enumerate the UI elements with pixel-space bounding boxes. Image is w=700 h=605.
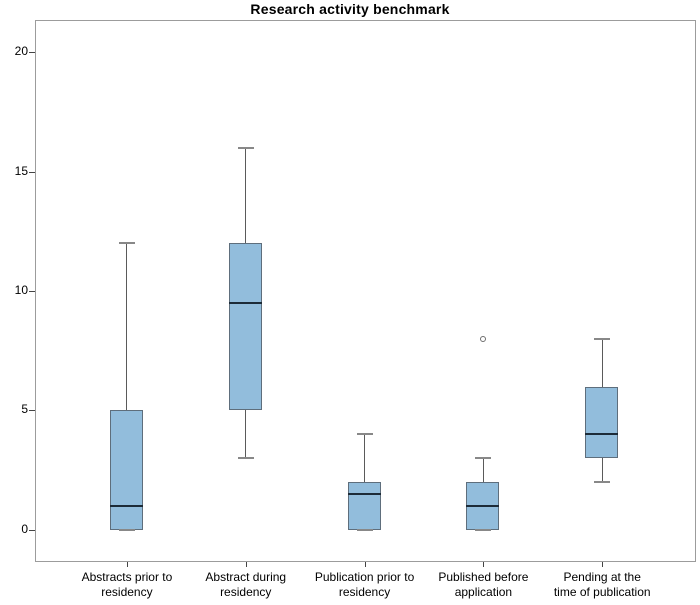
whisker-cap-max xyxy=(594,337,611,340)
x-axis-tick-label-line: Pending at the xyxy=(563,570,641,584)
x-axis-tick-mark xyxy=(126,562,128,567)
whisker-upper xyxy=(601,338,603,387)
x-axis-tick-mark xyxy=(364,562,366,567)
x-axis-tick-mark xyxy=(483,562,485,567)
x-axis-tick-mark xyxy=(602,562,604,567)
whisker-upper xyxy=(245,147,247,244)
x-axis-tick-label-line: Publication prior to xyxy=(314,570,415,584)
x-axis-tick-label-line: Abstract during xyxy=(205,570,287,584)
whisker-cap-max xyxy=(237,146,254,149)
iqr-box xyxy=(347,482,381,530)
y-axis-tick-mark xyxy=(29,529,35,531)
median-line xyxy=(347,493,381,496)
x-axis-tick-label: Pending at the time of publication xyxy=(540,570,664,600)
whisker-upper xyxy=(482,458,484,483)
median-line xyxy=(109,505,143,508)
whisker-cap-min xyxy=(475,528,492,531)
x-axis-tick-label-line: application xyxy=(454,585,513,599)
whisker-lower xyxy=(245,410,247,459)
whisker-lower xyxy=(601,458,603,483)
whisker-cap-min xyxy=(118,528,135,531)
y-axis-tick-label: 5 xyxy=(21,402,28,417)
y-axis-tick-label: 0 xyxy=(21,521,28,536)
x-axis-tick-label-line: residency xyxy=(101,585,153,599)
y-axis-tick-label: 10 xyxy=(14,283,28,297)
x-axis-tick-label-line: residency xyxy=(220,585,272,599)
y-axis-tick-mark xyxy=(29,410,35,412)
y-axis-tick-mark xyxy=(29,171,35,173)
whisker-cap-min xyxy=(594,481,611,484)
whisker-cap-max xyxy=(475,457,492,460)
x-axis-tick-label: Published before application xyxy=(421,570,545,600)
x-axis-tick-label-line: time of publication xyxy=(553,585,651,599)
median-line xyxy=(585,433,619,436)
x-axis-tick-label: Abstracts prior to residency xyxy=(65,570,189,600)
whisker-upper xyxy=(126,243,128,411)
median-line xyxy=(228,301,262,304)
x-axis-tick-mark xyxy=(245,562,247,567)
x-axis-tick-label-line: Published before xyxy=(438,570,529,584)
median-line xyxy=(466,505,500,508)
y-axis-tick-mark xyxy=(29,52,35,54)
whisker-upper xyxy=(364,434,366,483)
x-axis-tick-label: Publication prior to residency xyxy=(303,570,427,600)
iqr-box xyxy=(109,410,143,530)
x-axis-tick-label: Abstract during residency xyxy=(184,570,308,600)
chart-title: Research activity benchmark xyxy=(250,1,450,17)
y-axis-tick-mark xyxy=(29,291,35,292)
whisker-cap-min xyxy=(356,528,373,531)
y-axis-tick-label: 20 xyxy=(14,44,28,59)
outlier-point xyxy=(480,335,487,342)
whisker-cap-max xyxy=(118,242,135,245)
iqr-box xyxy=(585,386,619,459)
x-axis-tick-label-line: Abstracts prior to xyxy=(81,570,173,584)
x-axis-tick-label-line: residency xyxy=(338,585,391,599)
whisker-cap-min xyxy=(237,457,254,460)
iqr-box xyxy=(228,243,262,411)
whisker-cap-max xyxy=(356,433,373,436)
plot-area xyxy=(35,20,696,562)
y-axis-tick-label: 15 xyxy=(14,163,28,178)
